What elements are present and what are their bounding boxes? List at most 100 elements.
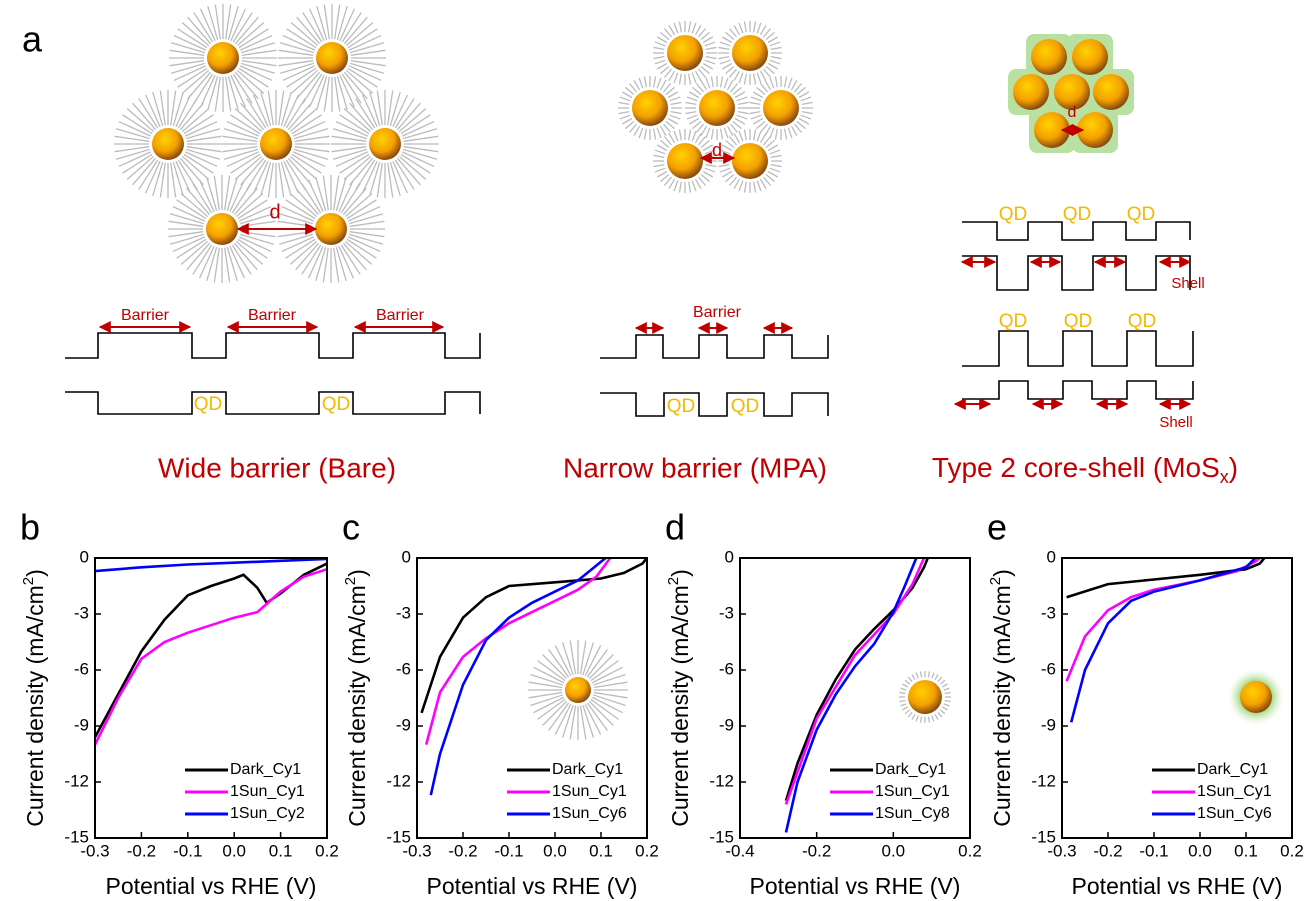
x-tick-label: -0.2 bbox=[1093, 841, 1122, 860]
ligand bbox=[629, 83, 636, 91]
ligand bbox=[657, 64, 667, 70]
panel-label: b bbox=[20, 507, 40, 548]
ligand bbox=[770, 42, 780, 46]
qd-label: QD bbox=[999, 311, 1028, 332]
x-tick-label: 0.0 bbox=[1188, 841, 1212, 860]
distance-label: d bbox=[712, 140, 722, 160]
ligand bbox=[788, 78, 792, 88]
ligand bbox=[756, 121, 764, 128]
ligand bbox=[696, 71, 702, 81]
ligand bbox=[901, 688, 907, 690]
ligand bbox=[754, 182, 756, 193]
ligand bbox=[733, 121, 741, 128]
ligand bbox=[664, 177, 671, 185]
y-tick-label: -9 bbox=[74, 715, 89, 734]
quantum-dot bbox=[369, 128, 401, 160]
panel-label: d bbox=[665, 507, 685, 548]
quantum-dot bbox=[152, 128, 184, 160]
ligand bbox=[792, 80, 798, 90]
ligand bbox=[902, 707, 907, 710]
qd-label: QD bbox=[1063, 204, 1092, 225]
ligand bbox=[902, 684, 907, 687]
ligand bbox=[625, 87, 633, 94]
ligand bbox=[899, 700, 905, 701]
ligand bbox=[799, 119, 809, 125]
ligand bbox=[770, 150, 780, 154]
ligand bbox=[739, 131, 743, 141]
y-tick-label: -12 bbox=[64, 771, 89, 790]
qd-label: QD bbox=[1128, 311, 1157, 332]
series-line bbox=[95, 559, 327, 571]
ligand bbox=[706, 57, 717, 59]
y-tick-label: -9 bbox=[396, 715, 411, 734]
ligand bbox=[692, 181, 696, 191]
ligand bbox=[692, 73, 696, 83]
ligand bbox=[661, 126, 667, 136]
y-tick-label: 0 bbox=[725, 547, 734, 566]
ligand bbox=[730, 124, 737, 132]
ligand bbox=[698, 177, 705, 185]
ligand bbox=[671, 102, 682, 104]
caption-suffix: ) bbox=[1229, 452, 1238, 483]
ligand bbox=[679, 182, 681, 193]
band-edge bbox=[962, 381, 1193, 399]
ligand bbox=[765, 80, 771, 90]
y-tick-label: 0 bbox=[402, 547, 411, 566]
ligand bbox=[735, 119, 745, 125]
ligand bbox=[768, 64, 778, 70]
barrier-label: Barrier bbox=[248, 307, 297, 324]
ligand bbox=[771, 165, 782, 167]
ligand bbox=[763, 28, 770, 36]
ligand bbox=[685, 102, 696, 104]
ligand bbox=[663, 124, 670, 132]
ligand bbox=[622, 119, 632, 125]
ligand bbox=[706, 165, 717, 167]
series-line bbox=[1067, 558, 1260, 681]
ligand bbox=[729, 69, 736, 77]
ligand bbox=[703, 172, 713, 178]
y-axis-label-sup: 2 bbox=[665, 577, 682, 585]
ligand bbox=[905, 680, 910, 684]
ligand bbox=[932, 716, 934, 722]
ligand bbox=[706, 78, 710, 88]
caption: Narrow barrier (MPA) bbox=[563, 452, 827, 483]
x-tick-label: 0.1 bbox=[269, 841, 293, 860]
ligand bbox=[730, 83, 737, 91]
x-tick-label: -0.1 bbox=[173, 841, 202, 860]
ligand bbox=[761, 25, 767, 35]
ligand bbox=[754, 129, 756, 140]
ligand bbox=[720, 42, 730, 46]
ligand bbox=[701, 66, 709, 73]
ligand bbox=[938, 712, 942, 717]
ligand bbox=[938, 677, 942, 682]
x-tick-label: -0.3 bbox=[402, 841, 431, 860]
ligand bbox=[753, 92, 763, 98]
ligand bbox=[724, 128, 728, 138]
ligand bbox=[940, 680, 945, 684]
ligand bbox=[664, 136, 671, 144]
panel-label: a bbox=[22, 19, 43, 60]
ligand bbox=[788, 128, 792, 138]
ligand bbox=[644, 76, 646, 87]
ligand bbox=[729, 28, 736, 36]
panel-label: e bbox=[987, 507, 1007, 548]
ligand bbox=[799, 92, 809, 98]
ligand bbox=[666, 121, 674, 128]
ligand bbox=[940, 710, 945, 714]
quantum-dot bbox=[763, 90, 799, 126]
qd-label: QD bbox=[1127, 204, 1156, 225]
ligand bbox=[737, 97, 747, 101]
y-axis-label: Current density (mA/cm2) bbox=[987, 569, 1015, 827]
distance-label: d bbox=[269, 201, 280, 223]
ligand bbox=[654, 129, 656, 140]
band-edge bbox=[65, 333, 480, 358]
ligand bbox=[770, 128, 774, 138]
ligand bbox=[620, 97, 630, 101]
ligand bbox=[916, 673, 918, 679]
ligand bbox=[669, 25, 675, 35]
quantum-dot bbox=[316, 42, 348, 74]
qd-label: QD bbox=[194, 394, 223, 415]
ligand bbox=[722, 172, 732, 178]
ligand bbox=[797, 121, 805, 128]
ligand bbox=[687, 97, 697, 101]
